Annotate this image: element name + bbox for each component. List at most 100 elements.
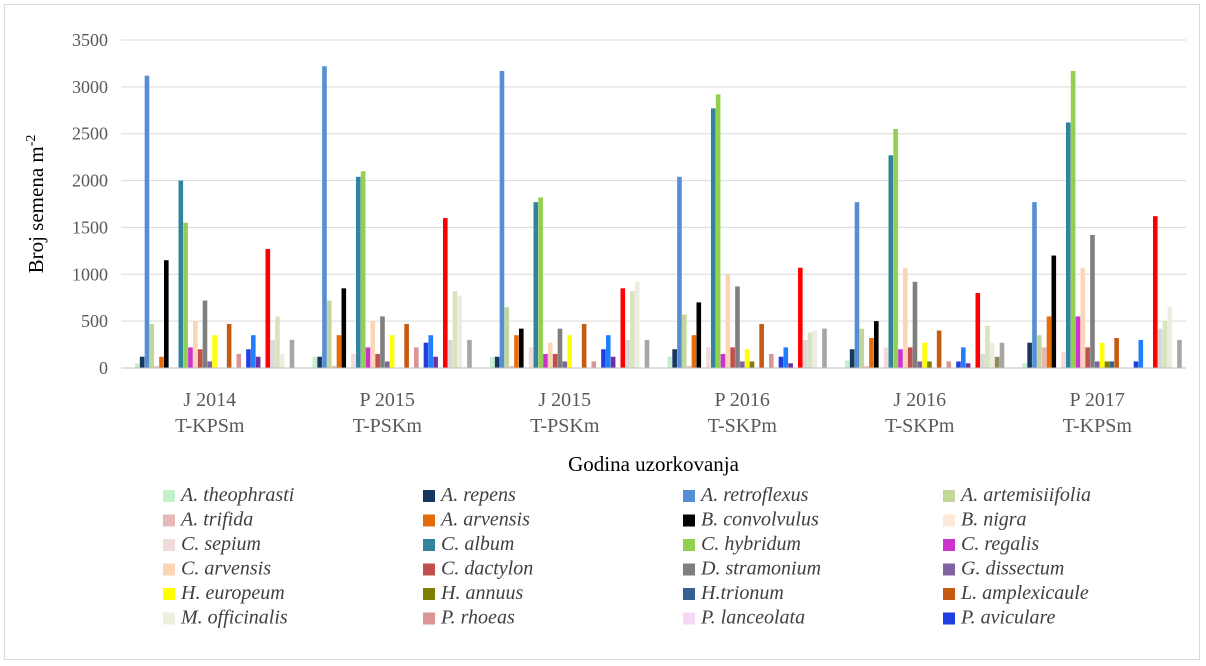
bar	[601, 349, 606, 368]
bar	[548, 342, 553, 368]
bar	[1114, 338, 1119, 368]
x-tick-label: P 2017	[1070, 389, 1125, 411]
bar	[375, 353, 380, 368]
bar	[1157, 328, 1163, 368]
legend-label: C. arvensis	[181, 558, 271, 580]
legend-label: A. retroflexus	[699, 484, 809, 506]
x-tick-label: T-SKPm	[708, 415, 778, 437]
bar	[557, 328, 563, 368]
bar	[1061, 352, 1066, 368]
bar	[798, 267, 803, 368]
bar	[854, 202, 860, 368]
bar	[999, 342, 1005, 368]
bar	[494, 356, 500, 368]
legend-swatch	[423, 588, 435, 600]
bar	[769, 353, 774, 368]
bar	[1070, 70, 1076, 369]
legend-swatch	[943, 539, 955, 551]
legend-swatch	[163, 514, 175, 527]
bar	[351, 353, 356, 368]
legend-label: M. officinalis	[180, 607, 288, 629]
bar	[849, 349, 855, 368]
bar	[317, 356, 322, 368]
bar	[715, 94, 721, 368]
bar	[1032, 202, 1037, 368]
legend-swatch	[163, 612, 175, 625]
bar	[985, 325, 990, 368]
bar	[380, 316, 385, 368]
bar	[1133, 361, 1139, 368]
bar	[980, 353, 985, 368]
bar	[270, 339, 275, 368]
bar	[965, 363, 971, 368]
y-tick-label: 3500	[72, 30, 108, 50]
legend-swatch	[163, 539, 175, 551]
y-tick-label: 0	[99, 358, 108, 378]
bar	[672, 349, 677, 368]
bar	[1104, 361, 1110, 368]
bar	[1138, 339, 1144, 368]
y-tick-label: 500	[81, 311, 108, 331]
bar	[720, 353, 726, 368]
bar	[389, 335, 395, 368]
bar	[533, 202, 539, 368]
bar	[783, 347, 789, 368]
bar	[1153, 216, 1158, 368]
bar	[528, 347, 534, 368]
y-tick-label: 1500	[72, 217, 108, 237]
bar	[696, 302, 702, 368]
bar	[197, 349, 203, 368]
bar	[725, 274, 731, 368]
bar	[1066, 122, 1071, 368]
bar	[443, 218, 448, 368]
bar	[370, 321, 376, 368]
bar	[730, 347, 735, 368]
bar	[504, 307, 510, 368]
legend-label: H.trionum	[700, 582, 784, 604]
x-axis-title: Godina uzorkovanja	[568, 452, 740, 476]
bar	[365, 347, 371, 368]
bar	[202, 300, 208, 368]
bar	[1162, 321, 1168, 368]
bar	[749, 361, 755, 368]
legend-label: C. dactylon	[441, 558, 533, 580]
bar	[893, 129, 898, 368]
bar	[514, 335, 519, 368]
bar	[1109, 361, 1115, 368]
bar	[312, 356, 318, 368]
x-tick-label: P 2015	[360, 389, 415, 411]
bar	[625, 339, 630, 368]
legend-label: B. nigra	[961, 509, 1027, 531]
bar	[280, 353, 285, 368]
legend-label: A. artemisiifolia	[959, 484, 1091, 506]
bar-chart: 0 500 1000 1500 2000 2500 3000 3500 Broj semena …	[24, 30, 1186, 629]
chart-frame: 0 500 1000 1500 2000 2500 3000 3500 Broj semena …	[4, 4, 1200, 660]
bar	[936, 330, 942, 368]
legend-swatch	[943, 490, 955, 502]
legend-label: A. arvensis	[439, 509, 530, 531]
bar	[706, 347, 711, 368]
bar	[552, 353, 558, 368]
bar	[336, 335, 342, 368]
bar	[802, 339, 808, 368]
bar	[1080, 267, 1086, 368]
legend-swatch	[163, 490, 175, 502]
bar	[255, 356, 261, 368]
legend-label: P. lanceolata	[700, 607, 805, 629]
legend-label: P. aviculare	[960, 607, 1056, 629]
bar	[1075, 316, 1081, 368]
bar	[265, 248, 271, 368]
bar	[433, 356, 438, 368]
bar	[193, 321, 198, 368]
bar	[356, 176, 361, 368]
bar	[519, 328, 524, 368]
bar	[360, 171, 366, 368]
legend-swatch	[423, 539, 435, 551]
bar	[144, 75, 150, 369]
legend-label: H. annuus	[440, 582, 523, 604]
bar	[946, 361, 952, 368]
bar	[644, 339, 650, 368]
bar	[149, 323, 155, 368]
bar	[139, 356, 145, 368]
bar	[1027, 342, 1032, 368]
